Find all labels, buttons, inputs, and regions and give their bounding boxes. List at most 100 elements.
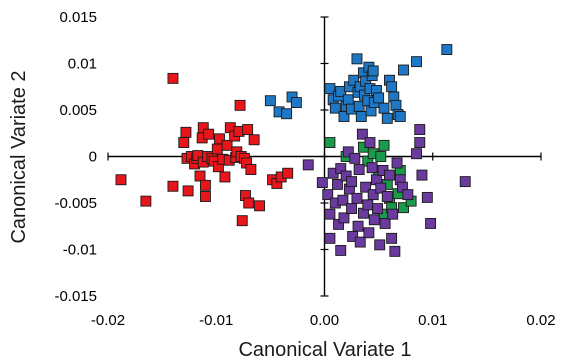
y-tick-label: -0.01 xyxy=(63,242,97,259)
series-2 xyxy=(264,44,453,124)
y-tick-label: -0.015 xyxy=(54,288,97,305)
data-point xyxy=(368,214,380,226)
data-point xyxy=(348,74,360,86)
data-points xyxy=(115,44,471,257)
data-point xyxy=(248,134,260,146)
data-point xyxy=(352,220,364,232)
data-point xyxy=(441,44,453,55)
data-point xyxy=(391,157,403,169)
data-point xyxy=(242,124,254,135)
data-point xyxy=(338,212,350,224)
data-point xyxy=(349,152,361,164)
data-point xyxy=(351,192,363,204)
data-point xyxy=(375,151,387,162)
data-point xyxy=(211,143,223,155)
data-point xyxy=(421,191,433,203)
tick-labels: -0.02 -0.01 0.00 0.01 0.02 -0.015 -0.01 -0.005 0… xyxy=(54,9,555,329)
data-point xyxy=(194,170,206,182)
data-point xyxy=(367,189,379,201)
data-point xyxy=(390,99,402,111)
data-point xyxy=(199,191,211,202)
data-point xyxy=(282,167,294,179)
x-tick-label: -0.01 xyxy=(199,312,233,329)
y-tick-label: 0.015 xyxy=(59,9,97,26)
data-point xyxy=(290,97,302,109)
y-axis-title: Canonical Variate 2 xyxy=(8,70,30,243)
y-tick-label: 0 xyxy=(89,149,97,166)
data-point xyxy=(342,146,354,158)
data-point xyxy=(398,64,409,76)
data-point xyxy=(346,203,358,215)
data-point xyxy=(178,137,190,149)
data-point xyxy=(425,218,437,229)
data-point xyxy=(416,169,428,181)
data-point xyxy=(414,137,426,149)
data-point xyxy=(324,208,336,220)
data-point xyxy=(167,180,179,192)
data-point xyxy=(324,137,336,149)
data-point xyxy=(374,239,386,251)
data-point xyxy=(302,159,314,171)
data-point xyxy=(214,133,225,145)
data-point xyxy=(366,162,378,174)
data-point xyxy=(375,182,387,194)
data-point xyxy=(245,164,257,175)
series-1 xyxy=(115,72,294,227)
data-point xyxy=(337,194,349,206)
data-point xyxy=(356,128,368,140)
data-point xyxy=(364,137,376,149)
x-tick-label: -0.02 xyxy=(91,312,125,329)
data-point xyxy=(324,83,336,95)
data-point xyxy=(387,208,399,220)
series-3 xyxy=(324,137,417,220)
data-point xyxy=(402,189,414,201)
data-point xyxy=(219,171,231,183)
data-point xyxy=(411,56,422,68)
data-point xyxy=(378,102,390,114)
data-point xyxy=(379,218,391,229)
data-point xyxy=(236,215,248,227)
data-point xyxy=(381,191,393,202)
y-tick-label: 0.01 xyxy=(68,56,97,73)
data-point xyxy=(322,189,334,201)
data-point xyxy=(221,139,233,151)
data-point xyxy=(378,139,390,151)
data-point xyxy=(234,99,246,111)
y-tick-label: 0.005 xyxy=(59,102,97,119)
data-point xyxy=(386,232,398,244)
data-point xyxy=(332,178,343,190)
data-point xyxy=(140,195,152,207)
data-point xyxy=(199,179,211,191)
data-point xyxy=(316,177,328,188)
data-point xyxy=(281,108,293,120)
data-point xyxy=(459,176,471,188)
data-point xyxy=(182,185,194,197)
x-tick-label: 0.01 xyxy=(418,312,447,329)
data-point xyxy=(346,176,358,188)
data-point xyxy=(243,197,255,209)
data-point xyxy=(203,128,215,140)
x-tick-label: 0.00 xyxy=(310,312,339,329)
data-point xyxy=(342,94,354,106)
data-point xyxy=(351,53,363,65)
data-point xyxy=(362,199,374,211)
data-point xyxy=(360,181,372,193)
data-point xyxy=(180,126,192,138)
data-point xyxy=(115,174,127,186)
y-tick-label: -0.005 xyxy=(54,195,97,212)
data-point xyxy=(381,112,393,124)
data-point xyxy=(394,111,406,122)
data-point xyxy=(264,95,276,107)
data-point xyxy=(384,169,395,181)
axes xyxy=(107,16,542,297)
data-point xyxy=(335,244,347,256)
data-point xyxy=(389,245,401,257)
data-point xyxy=(398,202,409,214)
data-point xyxy=(411,148,422,160)
data-point xyxy=(363,227,375,239)
data-point xyxy=(373,92,385,104)
data-point xyxy=(372,203,383,215)
data-point xyxy=(254,200,266,212)
x-axis-title: Canonical Variate 1 xyxy=(238,339,411,361)
